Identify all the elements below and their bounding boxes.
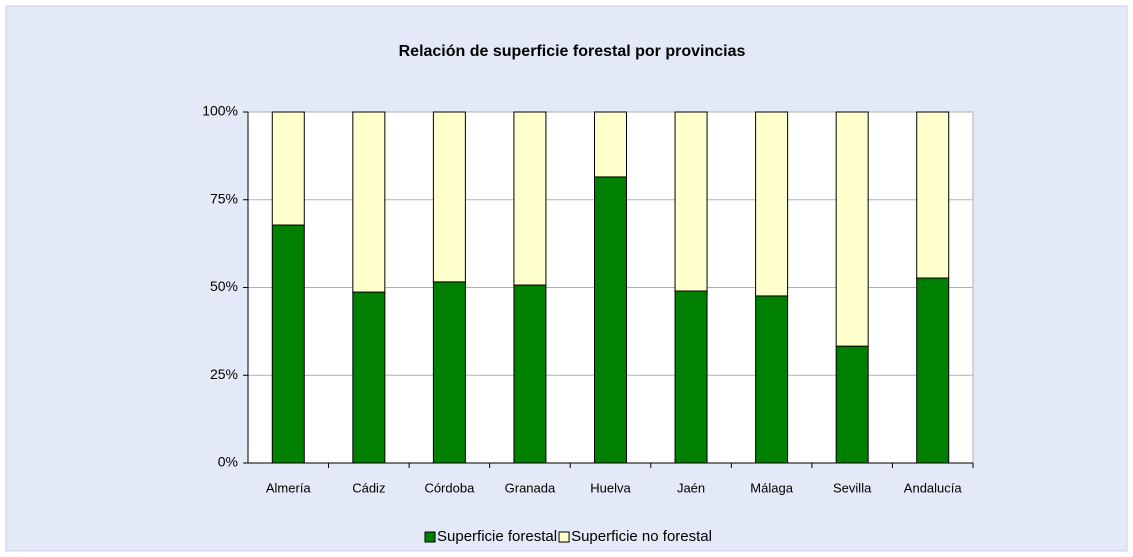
bar-segment bbox=[755, 111, 789, 297]
x-tick-label: Granada bbox=[505, 480, 556, 495]
bar-segment bbox=[835, 111, 869, 347]
bar-segment bbox=[916, 111, 950, 279]
bar-segment bbox=[513, 284, 547, 464]
bar-segment bbox=[916, 277, 950, 464]
bar-segment bbox=[594, 176, 627, 464]
bar-segment bbox=[352, 111, 386, 293]
bar-segment bbox=[674, 111, 708, 292]
x-tick-label: Almería bbox=[266, 480, 312, 495]
y-tick-label: 75% bbox=[210, 190, 238, 206]
x-tick-label: Sevilla bbox=[833, 480, 872, 495]
bar-segment bbox=[271, 224, 305, 464]
y-tick-label: 100% bbox=[202, 103, 238, 119]
x-tick-label: Jaén bbox=[677, 480, 705, 495]
bar-segment bbox=[513, 111, 547, 286]
bar-segment bbox=[271, 111, 305, 226]
bar-segment bbox=[835, 345, 869, 464]
x-tick-label: Málaga bbox=[750, 480, 793, 495]
bar-segment bbox=[352, 291, 386, 464]
legend-label: Superficie forestal bbox=[437, 528, 557, 545]
x-tick-label: Córdoba bbox=[424, 480, 475, 495]
bar-segment bbox=[432, 111, 466, 283]
bar-segment bbox=[432, 281, 466, 464]
legend-swatch bbox=[424, 531, 436, 543]
bar-segment bbox=[594, 111, 627, 178]
legend-label: Superficie no forestal bbox=[571, 528, 712, 545]
x-tick-label: Huelva bbox=[590, 480, 631, 495]
bar-segment bbox=[674, 290, 708, 464]
legend-swatch bbox=[558, 531, 570, 543]
bar-segment bbox=[755, 295, 789, 464]
y-tick-label: 0% bbox=[218, 454, 238, 470]
y-tick-label: 50% bbox=[210, 278, 238, 294]
x-tick-label: Cádiz bbox=[352, 480, 385, 495]
chart-title: Relación de superficie forestal por prov… bbox=[399, 43, 746, 60]
x-tick-label: Andalucía bbox=[904, 480, 963, 495]
y-tick-label: 25% bbox=[210, 366, 238, 382]
